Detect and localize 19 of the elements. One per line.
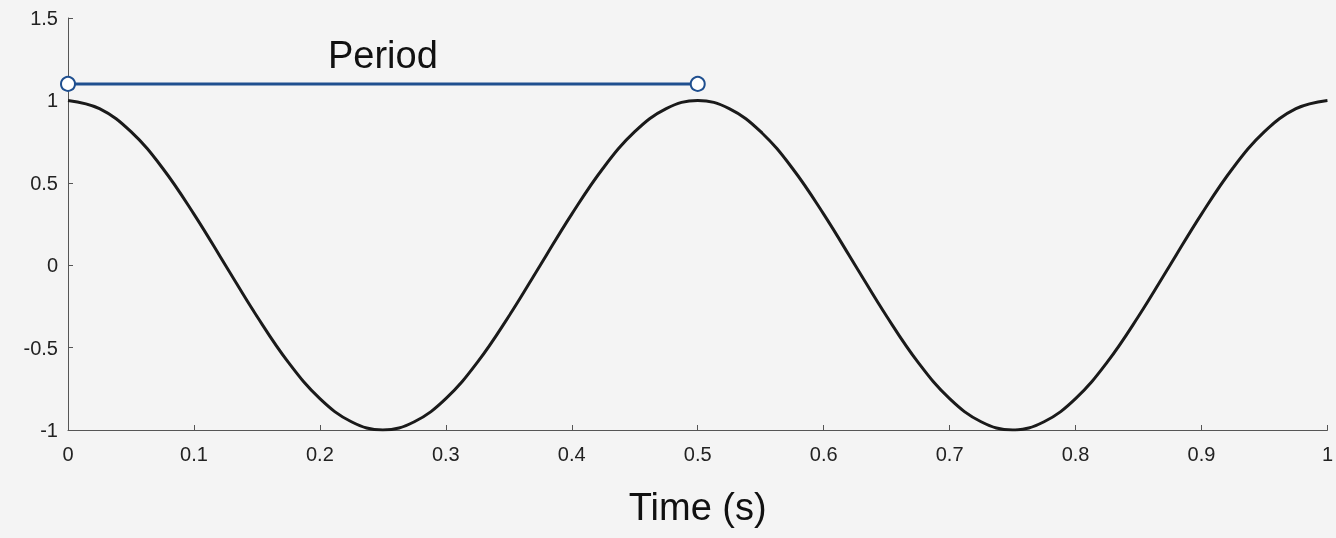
y-tick-label: 1 bbox=[46, 89, 58, 112]
y-tick-label: 0.5 bbox=[30, 171, 58, 194]
x-tick-label: 0.9 bbox=[1187, 443, 1216, 465]
x-tick-label: 0.5 bbox=[683, 443, 712, 465]
x-tick-label: 0 bbox=[62, 443, 74, 465]
y-tick-label: -1 bbox=[40, 419, 58, 441]
series-label: Period bbox=[327, 33, 438, 76]
x-axis-title: Time (s) bbox=[628, 486, 767, 528]
x-tick-label: 0.8 bbox=[1061, 443, 1090, 465]
x-tick-label: 0.2 bbox=[305, 443, 334, 465]
x-tick-label: 1 bbox=[1321, 443, 1333, 465]
x-tick-label: 0.4 bbox=[557, 443, 586, 465]
x-tick-label: 0.7 bbox=[935, 443, 964, 465]
y-tick-label: 0 bbox=[46, 254, 58, 277]
x-tick-label: 0.1 bbox=[180, 443, 208, 465]
y-tick-label: -0.5 bbox=[23, 336, 58, 359]
x-tick-label: 0.3 bbox=[431, 443, 460, 465]
x-tick-label: 0.6 bbox=[809, 443, 838, 465]
y-tick-label: 1.5 bbox=[30, 7, 58, 29]
